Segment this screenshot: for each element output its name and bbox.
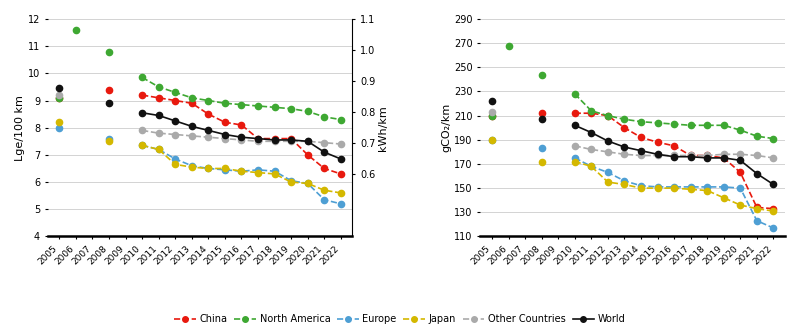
Y-axis label: kWh/km: kWh/km: [378, 105, 388, 151]
Legend: China, North America, Europe, Japan, Other Countries, World: China, North America, Europe, Japan, Oth…: [170, 310, 630, 328]
Y-axis label: gCO₂/km: gCO₂/km: [442, 103, 451, 152]
Y-axis label: Lge/100 km: Lge/100 km: [15, 95, 25, 161]
